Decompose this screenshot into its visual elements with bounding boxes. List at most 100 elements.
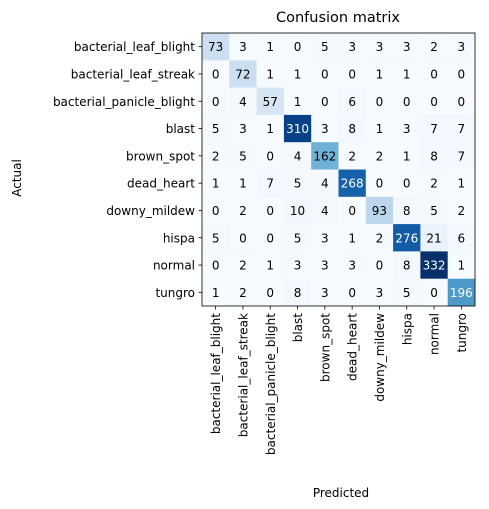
heatmap-cells (202, 33, 476, 307)
cell-value-r8-c0: 0 (212, 259, 220, 273)
cell-value-r9-c3: 8 (294, 286, 302, 300)
x-axis-ticks: bacterial_leaf_blight bacterial_leaf_stre… (209, 306, 469, 455)
x-tick-label-0: bacterial_leaf_blight (209, 313, 223, 434)
heatmap-cell-r1-c3 (283, 60, 312, 88)
cell-value-r4-c9: 7 (458, 149, 466, 163)
cell-value-r7-c7: 276 (395, 231, 418, 245)
heatmap-cell-r9-c8 (420, 278, 448, 307)
heatmap-cell-r9-c5 (338, 278, 367, 307)
cell-value-r1-c8: 0 (430, 67, 438, 81)
cell-value-r1-c2: 1 (266, 67, 274, 81)
cell-value-r7-c2: 0 (266, 231, 274, 245)
heatmap-cell-r2-c7 (393, 87, 421, 116)
heatmap-cell-r4-c6 (365, 142, 394, 170)
heatmap-cell-r1-c1 (229, 60, 257, 88)
heatmap-cell-r6-c9 (447, 196, 476, 225)
cell-value-r8-c6: 0 (376, 259, 384, 273)
cell-value-r2-c8: 0 (430, 95, 438, 109)
cell-value-r3-c1: 3 (239, 122, 247, 136)
heatmap-cell-r3-c5 (338, 114, 367, 143)
cell-value-r2-c0: 0 (212, 95, 220, 109)
cell-value-r7-c8: 21 (426, 231, 441, 245)
cell-value-r1-c9: 0 (458, 67, 466, 81)
chart-title: Confusion matrix (276, 10, 400, 26)
heatmap-cell-r0-c7 (393, 33, 421, 61)
heatmap-cell-r2-c3 (283, 87, 312, 116)
heatmap-cell-r4-c5 (338, 142, 367, 170)
y-axis-label: Actual (10, 159, 24, 197)
cell-value-r1-c0: 0 (212, 67, 220, 81)
heatmap-cell-r9-c3 (283, 278, 312, 307)
cell-value-r8-c5: 3 (348, 259, 356, 273)
cell-value-r9-c1: 2 (239, 286, 247, 300)
heatmap-cell-r1-c8 (420, 60, 448, 88)
heatmap-cell-r6-c2 (256, 196, 285, 225)
heatmap-cell-r7-c0 (202, 224, 230, 252)
cell-value-r5-c4: 4 (321, 177, 329, 191)
cell-value-r5-c1: 1 (239, 177, 247, 191)
cell-value-r7-c0: 5 (212, 231, 220, 245)
cell-value-r4-c4: 162 (313, 149, 336, 163)
cell-value-r3-c2: 1 (266, 122, 274, 136)
heatmap-cell-r0-c1 (229, 33, 257, 61)
y-tick-label-5: dead_heart (127, 177, 195, 191)
heatmap-cell-r3-c8 (420, 114, 448, 143)
heatmap-cell-r7-c4 (311, 224, 339, 252)
heatmap-cell-r5-c3 (283, 169, 312, 198)
cell-value-r7-c5: 1 (348, 231, 356, 245)
cell-value-r7-c1: 0 (239, 231, 247, 245)
cell-value-r9-c6: 3 (376, 286, 384, 300)
cell-value-r6-c5: 0 (348, 204, 356, 218)
heatmap-cell-r0-c5 (338, 33, 367, 61)
cell-value-r2-c4: 0 (321, 95, 329, 109)
heatmap-cell-r8-c2 (256, 251, 285, 279)
heatmap-cell-r5-c1 (229, 169, 257, 198)
heatmap-cell-r2-c8 (420, 87, 448, 116)
heatmap-cell-r9-c6 (365, 278, 394, 307)
cell-value-r6-c3: 10 (290, 204, 305, 218)
cell-value-r5-c5: 268 (341, 177, 364, 191)
heatmap-cell-r4-c7 (393, 142, 421, 170)
cell-value-r2-c7: 0 (403, 95, 411, 109)
cell-value-r6-c1: 2 (239, 204, 247, 218)
cell-value-r3-c5: 8 (348, 122, 356, 136)
heatmap-cell-r4-c4 (311, 142, 339, 170)
heatmap-cell-r5-c0 (202, 169, 230, 198)
x-tick-label-4: brown_spot (318, 313, 332, 382)
y-tick-label-1: bacterial_leaf_streak (71, 67, 195, 81)
heatmap-cell-r2-c4 (311, 87, 339, 116)
cell-value-r2-c6: 0 (376, 95, 384, 109)
heatmap-cell-r6-c3 (283, 196, 312, 225)
heatmap-cell-r3-c2 (256, 114, 285, 143)
heatmap-cell-r1-c6 (365, 60, 394, 88)
cell-value-r2-c1: 4 (239, 95, 247, 109)
cell-value-r8-c1: 2 (239, 259, 247, 273)
x-tick-label-1: bacterial_leaf_streak (236, 313, 250, 437)
heatmap-cell-r3-c4 (311, 114, 339, 143)
heatmap-cell-r4-c3 (283, 142, 312, 170)
cell-value-r9-c8: 0 (430, 286, 438, 300)
x-tick-label-9: tungro (455, 313, 469, 353)
cell-value-r4-c8: 8 (430, 149, 438, 163)
x-tick-label-2: bacterial_panicle_blight (264, 313, 278, 455)
heatmap-cell-r9-c9 (447, 278, 476, 307)
cell-value-r9-c0: 1 (212, 286, 220, 300)
cell-value-r0-c3: 0 (294, 40, 302, 54)
cell-value-r3-c6: 1 (376, 122, 384, 136)
cell-value-r4-c7: 1 (403, 149, 411, 163)
cell-value-r8-c4: 3 (321, 259, 329, 273)
cell-value-r0-c6: 3 (376, 40, 384, 54)
heatmap-cell-r1-c7 (393, 60, 421, 88)
cell-value-r8-c7: 8 (403, 259, 411, 273)
cell-value-r9-c7: 5 (403, 286, 411, 300)
heatmap-cell-r2-c1 (229, 87, 257, 116)
cell-value-r4-c3: 4 (294, 149, 302, 163)
x-tick-label-5: dead_heart (346, 313, 360, 381)
x-tick-label-8: normal (428, 313, 442, 355)
cell-value-r4-c2: 0 (266, 149, 274, 163)
heatmap-cell-r7-c6 (365, 224, 394, 252)
heatmap-cell-r0-c6 (365, 33, 394, 61)
cell-value-r1-c3: 1 (294, 67, 302, 81)
heatmap-cell-r5-c4 (311, 169, 339, 198)
